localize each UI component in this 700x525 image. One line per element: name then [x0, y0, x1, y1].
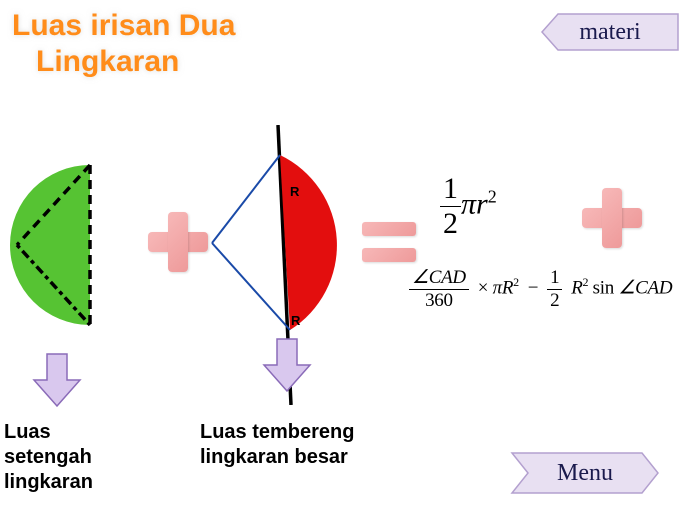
menu-button[interactable]: Menu	[510, 451, 660, 495]
radius-label-1: R	[290, 184, 300, 199]
title-line-1: Luas irisan Dua	[12, 8, 235, 44]
page-title: Luas irisan Dua Lingkaran	[12, 8, 235, 80]
diagram-area: R R 1 2 πr2 ∠CAD 360 × πR2 − 1 2 R2 sin …	[0, 140, 700, 400]
formula-segment-area: ∠CAD 360 × πR2 − 1 2 R2 sin ∠CAD	[409, 266, 672, 312]
materi-button[interactable]: materi	[540, 12, 680, 52]
materi-label: materi	[579, 19, 640, 46]
equals-icon	[362, 222, 416, 262]
caption-mid: Luas tembereng lingkaran besar	[200, 420, 354, 470]
plus-icon	[148, 212, 208, 272]
radius-label-2: R	[291, 313, 301, 328]
plus-icon-2	[582, 188, 642, 248]
formula-half-pi-r2: 1 2 πr2	[440, 172, 497, 241]
menu-label: Menu	[557, 460, 613, 487]
arrow-down-icon	[32, 350, 82, 410]
title-line-2: Lingkaran	[12, 44, 235, 80]
arrow-down-icon-2	[262, 335, 312, 395]
caption-left: Luas setengah lingkaran	[4, 420, 93, 495]
